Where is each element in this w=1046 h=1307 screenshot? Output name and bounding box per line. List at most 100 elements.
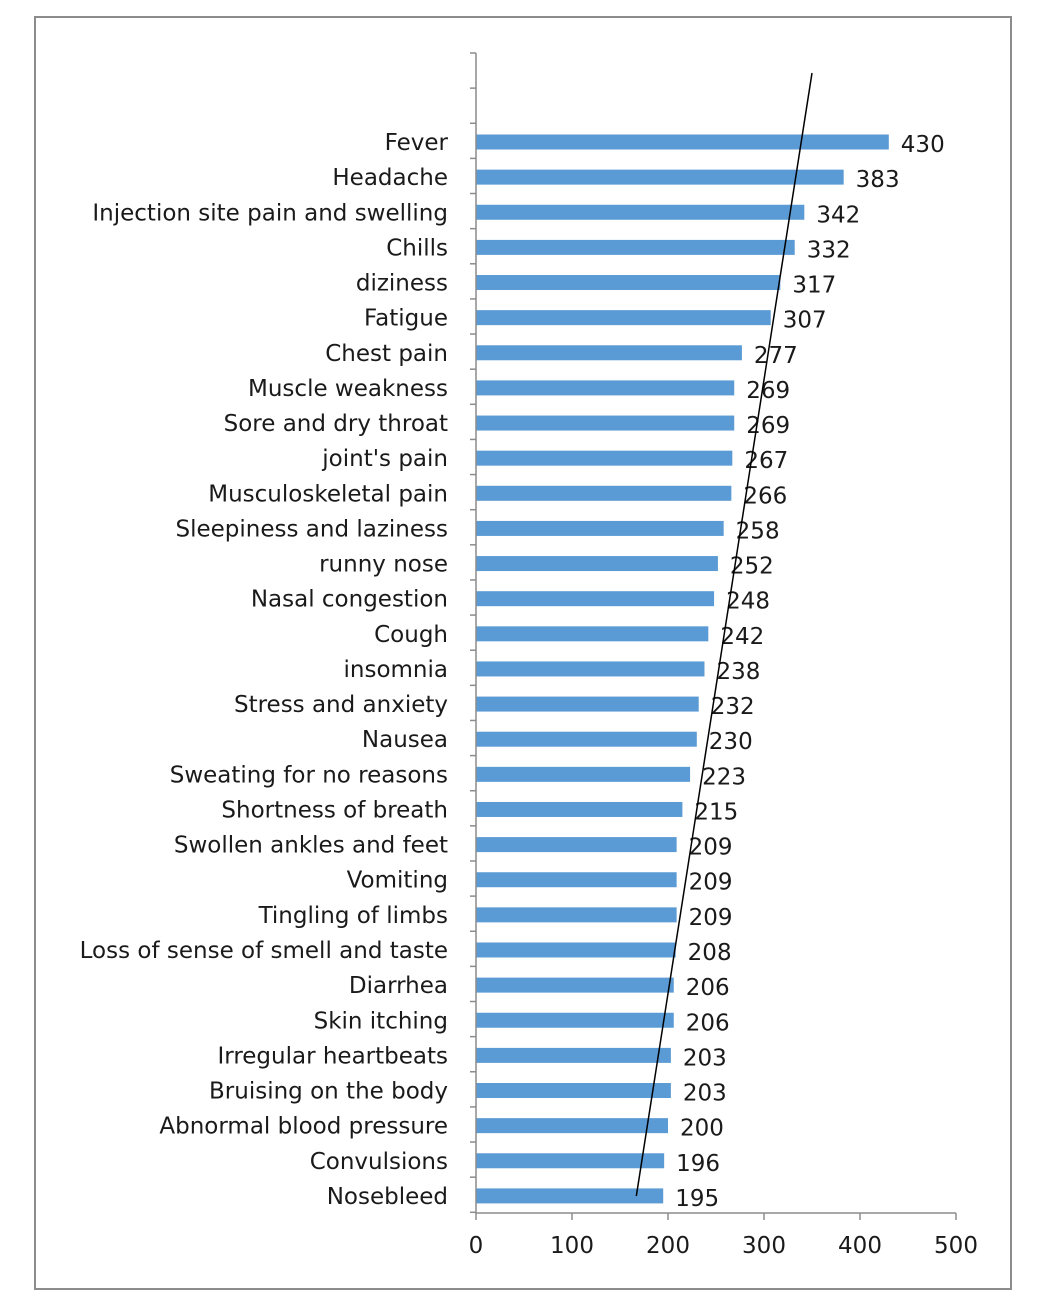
category-label: Sore and dry throat bbox=[224, 411, 448, 437]
x-tick-label: 0 bbox=[469, 1233, 484, 1259]
category-label: Headache bbox=[332, 165, 448, 191]
bar bbox=[476, 345, 742, 361]
x-tick-label: 200 bbox=[646, 1233, 690, 1259]
category-label: Convulsions bbox=[310, 1149, 448, 1175]
bar bbox=[476, 415, 735, 431]
category-label: Injection site pain and swelling bbox=[92, 200, 448, 226]
category-label: Sleepiness and laziness bbox=[175, 516, 448, 542]
bar bbox=[476, 1012, 674, 1028]
data-label: 258 bbox=[736, 518, 780, 544]
category-label: Stress and anxiety bbox=[234, 692, 448, 718]
data-label: 277 bbox=[754, 343, 798, 369]
x-tick-label: 300 bbox=[742, 1233, 786, 1259]
bar bbox=[476, 450, 733, 466]
bars-layer bbox=[476, 134, 889, 1204]
data-label: 200 bbox=[680, 1116, 724, 1142]
data-label: 209 bbox=[689, 870, 733, 896]
category-label: Nausea bbox=[362, 727, 448, 753]
bar bbox=[476, 801, 683, 817]
data-label: 242 bbox=[720, 624, 764, 650]
category-label: Bruising on the body bbox=[209, 1079, 448, 1105]
data-label: 223 bbox=[702, 764, 746, 790]
x-tick-label: 500 bbox=[934, 1233, 978, 1259]
bar bbox=[476, 591, 715, 607]
bar bbox=[476, 556, 718, 572]
data-label: 383 bbox=[856, 167, 900, 193]
data-label: 317 bbox=[792, 273, 836, 299]
data-label: 215 bbox=[694, 799, 738, 825]
bar bbox=[476, 520, 724, 536]
category-label: Skin itching bbox=[314, 1008, 448, 1034]
bar bbox=[476, 169, 844, 185]
data-label: 269 bbox=[746, 378, 790, 404]
bar bbox=[476, 1047, 671, 1063]
data-label: 209 bbox=[689, 905, 733, 931]
data-label: 342 bbox=[816, 202, 860, 228]
data-label: 307 bbox=[783, 308, 827, 334]
category-label: runny nose bbox=[319, 552, 448, 578]
chart-frame: 0 100 200 300 400 500 Fever 430 Headache 383 Inje… bbox=[34, 16, 1012, 1290]
data-label: 203 bbox=[683, 1045, 727, 1071]
category-label: diziness bbox=[356, 271, 448, 297]
data-label: 269 bbox=[746, 413, 790, 439]
bar bbox=[476, 380, 735, 396]
bar bbox=[476, 696, 699, 712]
category-label: Irregular heartbeats bbox=[217, 1043, 448, 1069]
bar bbox=[476, 275, 781, 291]
data-label: 206 bbox=[686, 1010, 730, 1036]
data-label: 208 bbox=[688, 940, 732, 966]
category-label: Swollen ankles and feet bbox=[174, 833, 448, 859]
category-label: joint's pain bbox=[321, 446, 448, 472]
data-label: 232 bbox=[711, 694, 755, 720]
bar bbox=[476, 204, 805, 220]
bar-chart: 0 100 200 300 400 500 Fever 430 Headache 383 Inje… bbox=[80, 52, 978, 1259]
bar bbox=[476, 766, 691, 782]
trendline bbox=[635, 72, 813, 1197]
bar bbox=[476, 731, 697, 747]
category-label: Chills bbox=[386, 235, 448, 261]
category-label: Fatigue bbox=[364, 306, 448, 332]
bar bbox=[476, 485, 732, 501]
data-label: 196 bbox=[676, 1151, 720, 1177]
category-label: Chest pain bbox=[325, 341, 448, 367]
category-label: Muscle weakness bbox=[248, 376, 448, 402]
bar bbox=[476, 239, 795, 255]
category-label: insomnia bbox=[344, 657, 449, 683]
x-tick-label: 100 bbox=[550, 1233, 594, 1259]
data-label: 206 bbox=[686, 975, 730, 1001]
data-label: 430 bbox=[901, 132, 945, 158]
category-label: Nosebleed bbox=[327, 1184, 448, 1210]
category-label: Shortness of breath bbox=[221, 797, 448, 823]
data-label: 230 bbox=[709, 729, 753, 755]
category-label: Loss of sense of smell and taste bbox=[80, 938, 448, 964]
bar bbox=[476, 1188, 664, 1204]
x-tick-label: 400 bbox=[838, 1233, 882, 1259]
bar bbox=[476, 872, 677, 888]
bar bbox=[476, 1118, 668, 1134]
data-label: 209 bbox=[689, 835, 733, 861]
data-label: 252 bbox=[730, 554, 774, 580]
category-label: Cough bbox=[374, 622, 448, 648]
category-label: Abnormal blood pressure bbox=[159, 1114, 448, 1140]
bar bbox=[476, 310, 771, 326]
data-label: 203 bbox=[683, 1081, 727, 1107]
category-label: Fever bbox=[385, 130, 449, 156]
bar bbox=[476, 942, 676, 958]
data-label: 238 bbox=[716, 659, 760, 685]
bar bbox=[476, 907, 677, 923]
category-label: Nasal congestion bbox=[251, 587, 448, 613]
category-label: Tingling of limbs bbox=[258, 903, 448, 929]
bar bbox=[476, 1153, 665, 1169]
bar bbox=[476, 134, 889, 150]
category-label: Sweating for no reasons bbox=[170, 762, 448, 788]
labels-layer: Fever 430 Headache 383 Injection site pain a… bbox=[80, 130, 945, 1212]
bar bbox=[476, 977, 674, 993]
axis-layer: 0 100 200 300 400 500 bbox=[469, 52, 978, 1259]
data-label: 248 bbox=[726, 589, 770, 615]
bar bbox=[476, 661, 705, 677]
data-label: 195 bbox=[675, 1186, 719, 1212]
data-label: 266 bbox=[743, 483, 787, 509]
data-label: 332 bbox=[807, 237, 851, 263]
bar bbox=[476, 837, 677, 853]
category-label: Diarrhea bbox=[349, 973, 448, 999]
